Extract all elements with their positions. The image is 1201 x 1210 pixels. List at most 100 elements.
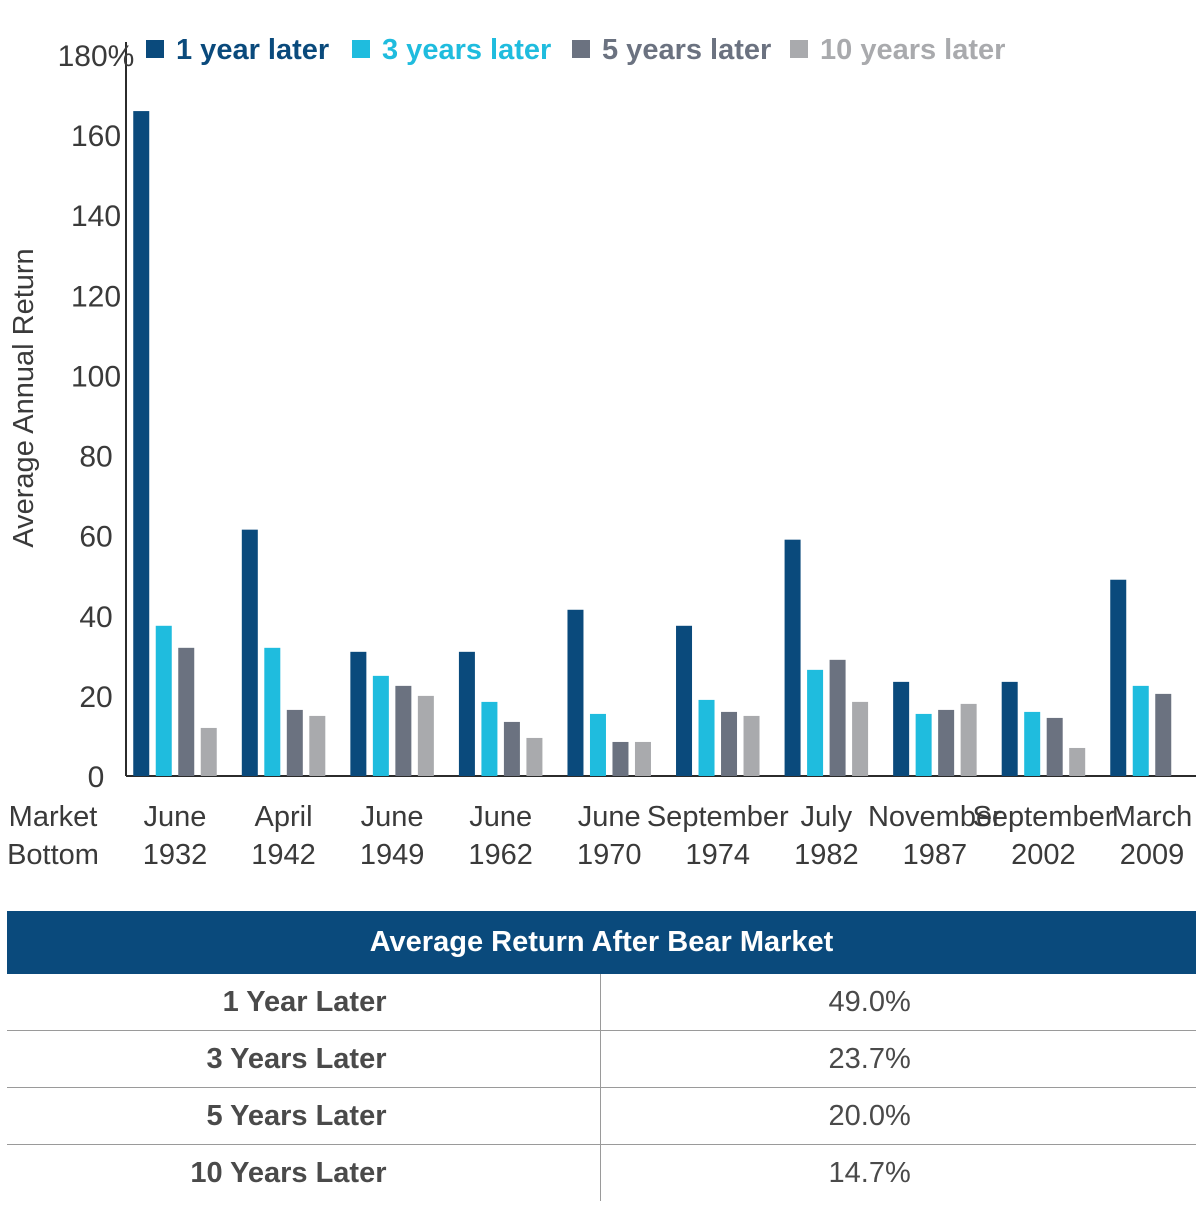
bar-chart: 1 year later 3 years later 5 years later 10…	[7, 34, 1196, 871]
x-category-label: 1974	[686, 839, 751, 871]
y-tick-label: 160	[71, 120, 121, 153]
average-return-table: Average Return After Bear Market 1 Year …	[7, 911, 1196, 1201]
x-category-label: 1932	[143, 839, 208, 871]
bar	[395, 685, 412, 776]
bar	[200, 727, 217, 776]
bar	[852, 701, 869, 776]
y-tick-label: 40	[79, 601, 112, 634]
table-row: 10 Years Later 14.7%	[7, 1144, 1196, 1201]
y-tick-label: 140	[71, 200, 121, 233]
bar	[960, 703, 977, 776]
legend-label: 5 years later	[602, 34, 771, 66]
y-tick-label: 180%	[58, 40, 135, 73]
bar	[1155, 693, 1172, 776]
row-label: 1 Year Later	[7, 974, 601, 1031]
bar	[612, 741, 629, 776]
bar	[807, 669, 824, 776]
x-category-label: June	[144, 801, 207, 833]
bar	[676, 625, 693, 776]
x-category-label: November	[868, 801, 1002, 833]
legend-label: 10 years later	[820, 34, 1005, 66]
bar	[155, 625, 172, 776]
bar	[567, 609, 584, 776]
x-category-label: 2002	[1011, 839, 1076, 871]
bar	[698, 699, 715, 776]
row-label: 10 Years Later	[7, 1144, 601, 1201]
x-axis: June 1932 April 1942 June 1949 June 1962 June 197…	[7, 801, 1192, 871]
chart-legend: 1 year later 3 years later 5 years later 10…	[146, 34, 1005, 66]
row-label: 3 Years Later	[7, 1030, 601, 1088]
bar	[286, 709, 303, 776]
bar	[1132, 685, 1149, 776]
bar	[481, 701, 498, 776]
y-tick-label: 80	[79, 441, 112, 474]
bar	[893, 681, 910, 776]
table-row: 1 Year Later 49.0%	[7, 974, 1196, 1031]
bar	[743, 715, 760, 776]
x-category-label: 1970	[577, 839, 642, 871]
bar	[784, 539, 801, 776]
bar	[1069, 747, 1086, 776]
legend-swatch	[146, 40, 164, 58]
bar	[915, 713, 932, 776]
x-row-label: Market	[9, 801, 98, 833]
bar	[372, 675, 389, 776]
legend-swatch	[790, 40, 808, 58]
x-category-label: 1982	[794, 839, 859, 871]
bar	[264, 647, 281, 776]
x-category-label: 1987	[903, 839, 968, 871]
table-header-row: Average Return After Bear Market	[7, 911, 1196, 974]
row-value: 23.7%	[600, 1030, 1196, 1088]
bar	[1001, 681, 1018, 776]
x-category-label: September	[647, 801, 789, 833]
table-row: 5 Years Later 20.0%	[7, 1087, 1196, 1145]
y-tick-label: 20	[79, 681, 112, 714]
bar	[1110, 579, 1127, 776]
x-category-label: March	[1112, 801, 1193, 833]
x-category-label: September	[973, 801, 1115, 833]
table-title: Average Return After Bear Market	[7, 911, 1196, 974]
table-row: 3 Years Later 23.7%	[7, 1030, 1196, 1088]
row-value: 20.0%	[600, 1087, 1196, 1145]
bar	[241, 529, 258, 776]
row-value: 14.7%	[828, 1156, 911, 1189]
row-label: 5 Years Later	[7, 1087, 601, 1145]
x-category-label: July	[801, 801, 853, 833]
bar	[503, 721, 520, 776]
bar	[133, 111, 150, 777]
bar	[178, 647, 195, 776]
row-value: 49.0%	[600, 974, 1196, 1031]
bar	[458, 651, 475, 776]
x-category-label: 2009	[1120, 839, 1185, 871]
y-axis-title: Average Annual Return	[8, 248, 40, 547]
bar	[634, 741, 651, 776]
x-category-label: June	[361, 801, 424, 833]
y-tick-label: 120	[71, 280, 121, 313]
legend-swatch	[352, 40, 370, 58]
y-tick-label: 100	[71, 360, 121, 393]
y-tick-label: 0	[88, 761, 105, 794]
bar	[350, 651, 367, 776]
x-category-label: 1942	[251, 839, 316, 871]
bar	[589, 713, 606, 776]
y-tick-label: 60	[79, 521, 112, 554]
x-category-label: 1949	[360, 839, 425, 871]
bar	[721, 711, 738, 776]
x-category-label: June	[469, 801, 532, 833]
legend-swatch	[572, 40, 590, 58]
bars	[133, 111, 1172, 777]
bar	[309, 715, 326, 776]
bar	[1024, 711, 1041, 776]
legend-label: 3 years later	[382, 34, 551, 66]
x-row-label: Bottom	[7, 839, 99, 871]
legend-label: 1 year later	[176, 34, 329, 66]
x-category-label: June	[578, 801, 641, 833]
bar	[938, 709, 955, 776]
bar	[417, 695, 434, 776]
bar	[526, 737, 543, 776]
bar	[829, 659, 846, 776]
bar	[1046, 717, 1063, 776]
y-axis: 0 20 40 60 80 100 120 140 160 180%	[58, 40, 1196, 794]
x-category-label: April	[255, 801, 313, 833]
x-category-label: 1962	[468, 839, 533, 871]
